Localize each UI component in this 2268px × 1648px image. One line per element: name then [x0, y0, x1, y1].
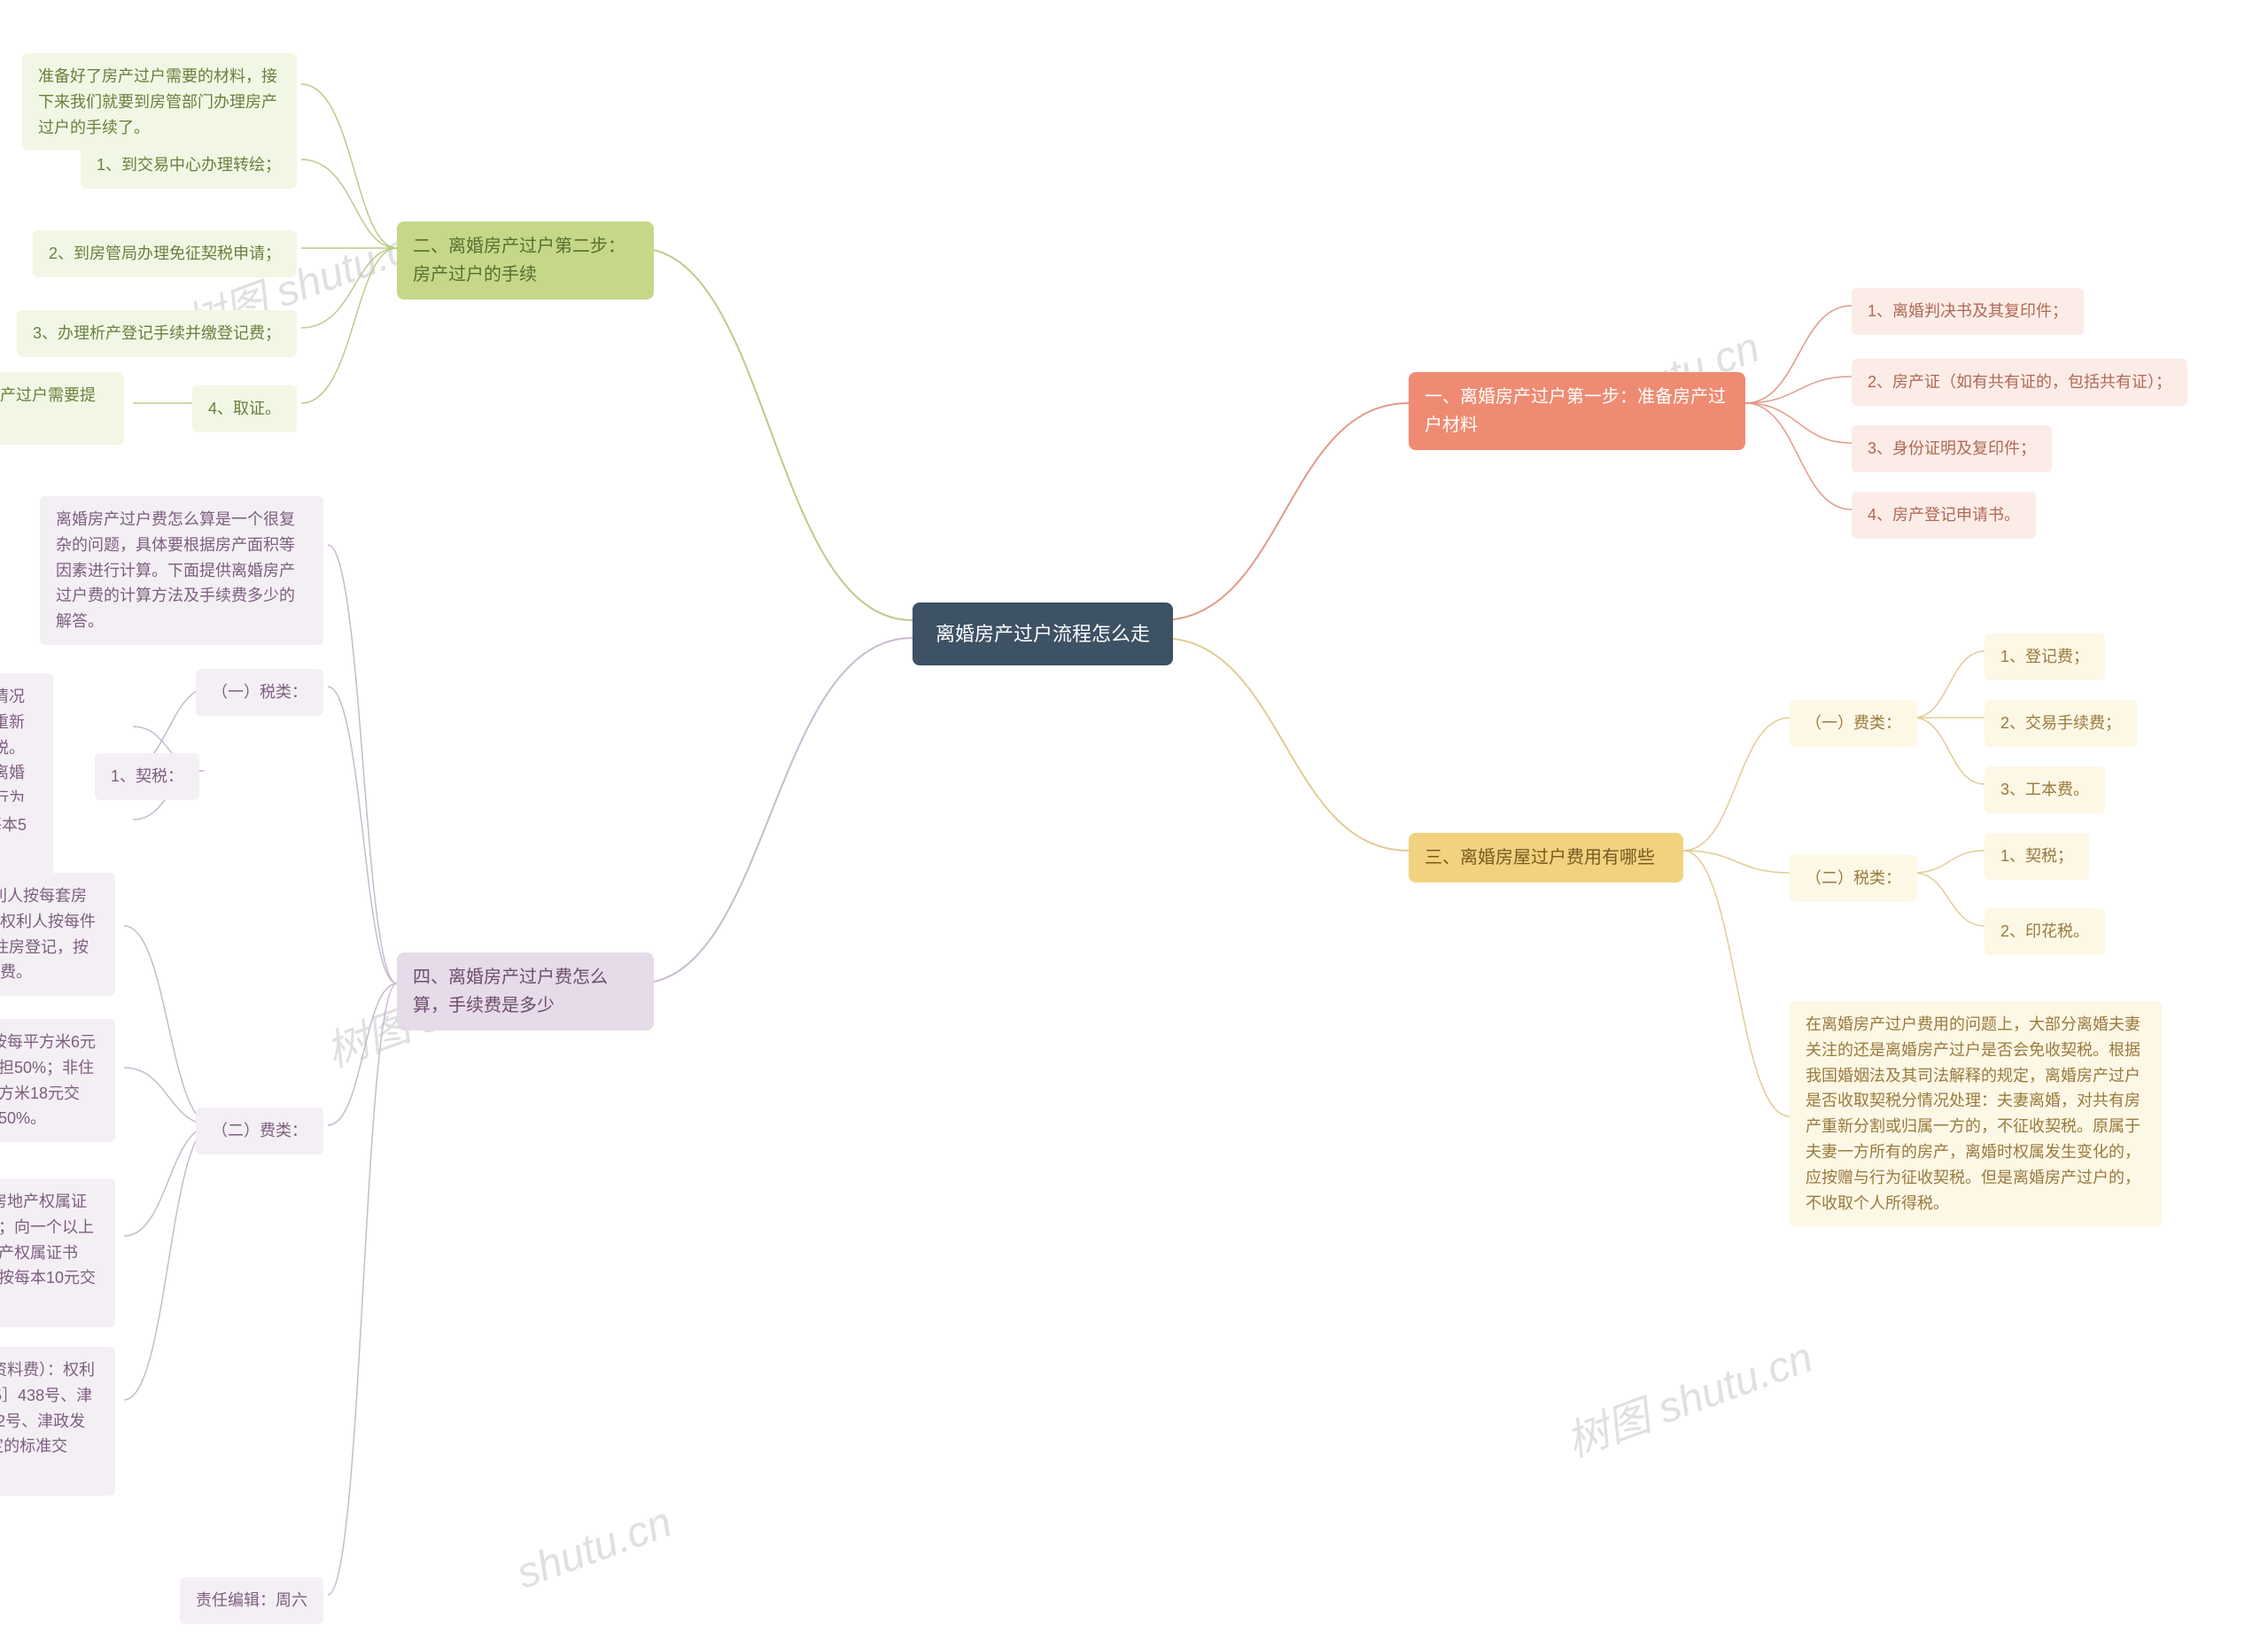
leaf: （一）费类：: [1790, 700, 1917, 747]
leaf: 1、契税；: [1984, 833, 2089, 880]
branch-step2[interactable]: 二、离婚房产过户第二步：房产过户的手续: [397, 222, 654, 299]
leaf: 以上就是诉讼离婚房产过户需要提交的材料和手续。: [0, 372, 124, 445]
branch-step1[interactable]: 一、离婚房产过户第一步：准备房产过户材料: [1409, 372, 1745, 450]
leaf: 2、到房管局办理免征契税申请；: [33, 230, 297, 277]
leaf: 3、工本费：核发一本房地产权属证书的，免收证书工本费；向一个以上房地产权利人核发…: [0, 1178, 115, 1327]
leaf: 2、转让手续费：住房按每平方米6元交纳，由转让双方各承担50%；非住房转让手续费…: [0, 1019, 115, 1142]
leaf: （二）费类：: [196, 1108, 323, 1154]
leaf: 1、契税：: [95, 753, 199, 800]
leaf: 1、到交易中心办理转绘；: [81, 142, 297, 189]
leaf: （一）税类：: [196, 669, 323, 716]
leaf: 1、登记费：住房，权利人按每套房屋80元交纳，非住房，权利人按每件550元交纳；…: [0, 873, 115, 996]
leaf: 2、交易手续费；: [1984, 700, 2137, 747]
leaf: 2、房产证（如有共有证的，包括共有证）；: [1852, 359, 2187, 406]
leaf: 4、土地登记费（图纸资料费）：权利人按照津价房地［2005］438号、津国土房财…: [0, 1347, 115, 1496]
watermark: 树图 shutu.cn: [1557, 1322, 1820, 1468]
leaf-long: 在离婚房产过户费用的问题上，大部分离婚夫妻关注的还是离婚房产过户是否会免收契税。…: [1790, 1001, 2162, 1226]
leaf: 3、身份证明及复印件；: [1852, 425, 2052, 472]
leaf: 1、离婚判决书及其复印件；: [1852, 288, 2084, 335]
leaf: 1、登记费；: [1984, 634, 2105, 680]
watermark: shutu.cn: [510, 1498, 678, 1599]
leaf: 3、办理析产登记手续并缴登记费；: [17, 310, 297, 357]
leaf: 离婚房产过户费怎么算是一个很复杂的问题，具体要根据房产面积等因素进行计算。下面提…: [40, 496, 323, 645]
leaf: 3、工本费。: [1984, 766, 2105, 813]
branch-step4[interactable]: 四、离婚房产过户费怎么算，手续费是多少: [397, 952, 654, 1030]
leaf: 4、房产登记申请书。: [1852, 492, 2036, 539]
leaf: 准备好了房产过户需要的材料，接下来我们就要到房管部门办理房产过户的手续了。: [22, 53, 297, 151]
leaf-editor: 责任编辑：周六: [180, 1577, 323, 1624]
leaf: 2、印花税：房地产权属证书每本5元。: [0, 802, 53, 875]
leaf: （二）税类：: [1790, 855, 1917, 902]
branch-step3[interactable]: 三、离婚房屋过户费用有哪些: [1409, 833, 1683, 882]
connectors: [0, 0, 2268, 1648]
leaf: 4、取证。: [192, 385, 297, 432]
center-node[interactable]: 离婚房产过户流程怎么走: [913, 602, 1173, 665]
leaf: 2、印花税。: [1984, 908, 2105, 955]
